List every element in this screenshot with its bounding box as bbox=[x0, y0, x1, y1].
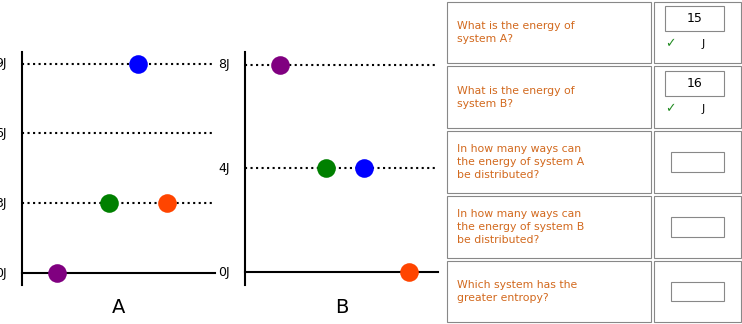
Bar bbox=[654, 131, 741, 193]
Text: ✓: ✓ bbox=[666, 38, 676, 51]
Text: 0J: 0J bbox=[218, 266, 229, 279]
Text: 8J: 8J bbox=[218, 58, 229, 71]
Point bbox=[103, 201, 115, 206]
Bar bbox=[447, 196, 651, 258]
Bar bbox=[654, 2, 741, 63]
Text: 0J: 0J bbox=[0, 267, 7, 280]
Text: 9J: 9J bbox=[0, 57, 7, 70]
Text: J: J bbox=[702, 104, 705, 114]
Point bbox=[274, 62, 286, 67]
Text: Which system has the
greater entropy?: Which system has the greater entropy? bbox=[457, 280, 577, 303]
Bar bbox=[671, 217, 724, 237]
Point bbox=[358, 166, 370, 171]
Bar bbox=[654, 261, 741, 322]
Bar bbox=[447, 131, 651, 193]
Text: ✓: ✓ bbox=[666, 102, 676, 115]
Text: What is the energy of
system B?: What is the energy of system B? bbox=[457, 86, 575, 109]
Bar bbox=[447, 261, 651, 322]
Point bbox=[320, 166, 332, 171]
Bar bbox=[671, 152, 724, 172]
Text: What is the energy of
system A?: What is the energy of system A? bbox=[457, 21, 575, 44]
Text: 4J: 4J bbox=[218, 162, 229, 175]
Point bbox=[132, 61, 144, 66]
Text: In how many ways can
the energy of system A
be distributed?: In how many ways can the energy of syste… bbox=[457, 144, 584, 180]
Point bbox=[161, 201, 173, 206]
Text: B: B bbox=[335, 298, 348, 317]
Text: 15: 15 bbox=[686, 12, 703, 25]
Bar bbox=[447, 66, 651, 128]
Text: A: A bbox=[112, 298, 125, 317]
Bar bbox=[654, 196, 741, 258]
Text: 16: 16 bbox=[686, 77, 703, 90]
Point bbox=[403, 270, 415, 275]
Bar bbox=[447, 2, 651, 63]
Bar bbox=[654, 66, 741, 128]
Text: J: J bbox=[702, 39, 705, 49]
Text: 6J: 6J bbox=[0, 127, 7, 140]
Bar bbox=[671, 282, 724, 301]
Text: In how many ways can
the energy of system B
be distributed?: In how many ways can the energy of syste… bbox=[457, 209, 584, 245]
Bar bbox=[665, 71, 724, 96]
Text: 3J: 3J bbox=[0, 197, 7, 210]
Bar bbox=[665, 6, 724, 31]
Point bbox=[51, 271, 63, 276]
